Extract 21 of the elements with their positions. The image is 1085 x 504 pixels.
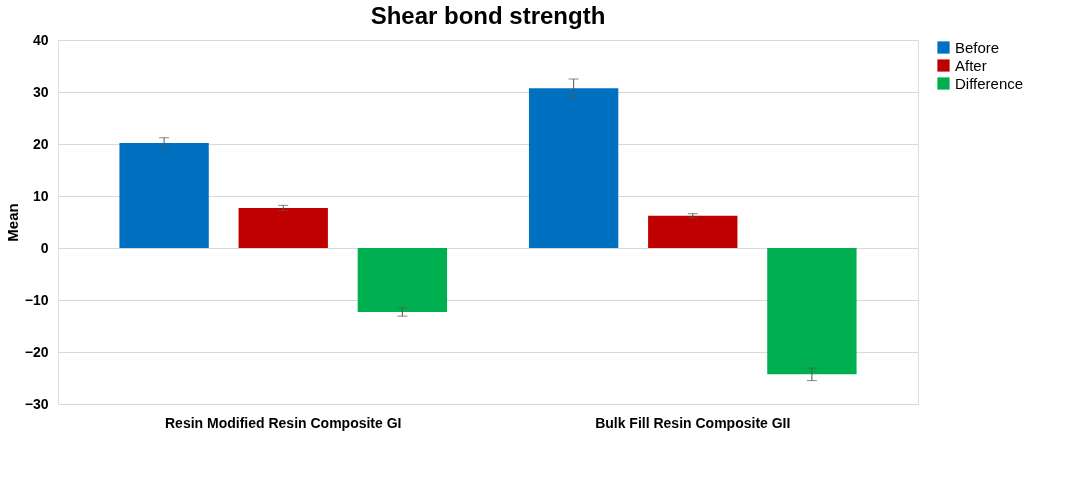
y-tick-label: −30 [24, 395, 49, 412]
bar [357, 248, 448, 312]
bar [767, 248, 857, 375]
legend-label: Difference [955, 74, 1024, 92]
y-tick-label: −10 [24, 291, 49, 308]
y-tick-label: 20 [32, 135, 49, 152]
y-tick-label: 0 [40, 239, 49, 256]
bar [119, 142, 209, 248]
y-tick-label: 40 [32, 31, 49, 48]
legend-label: Before [955, 38, 1000, 56]
x-tick-label: Bulk Fill Resin Composite GII [595, 414, 791, 431]
chart-title: Shear bond strength [370, 2, 606, 29]
bar [238, 207, 328, 248]
legend-label: After [955, 56, 987, 74]
bar [648, 215, 738, 248]
x-tick-label: Resin Modified Resin Composite GI [165, 414, 402, 431]
y-tick-label: 30 [32, 83, 49, 100]
bar [528, 88, 619, 248]
y-tick-label: −20 [24, 343, 49, 360]
y-axis-title: Mean [3, 203, 21, 242]
y-tick-label: 10 [32, 187, 49, 204]
